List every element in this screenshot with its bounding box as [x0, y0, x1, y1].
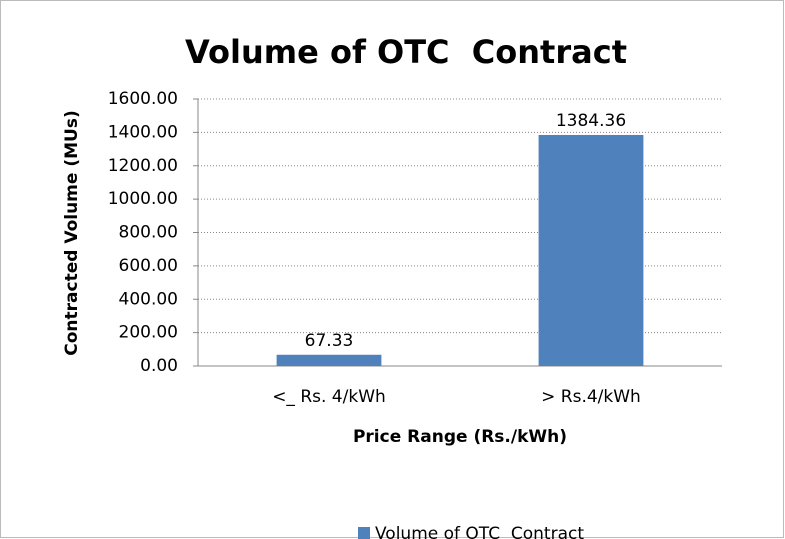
bar — [538, 134, 644, 366]
legend-label: Volume of OTC Contract — [375, 524, 584, 539]
y-tick-label: 1000.00 — [108, 189, 178, 209]
y-tick-label: 1400.00 — [108, 122, 178, 142]
y-tick-label: 0.00 — [140, 356, 178, 376]
y-tick-label: 1600.00 — [108, 89, 178, 109]
legend-swatch — [358, 527, 370, 539]
data-label: 67.33 — [305, 331, 354, 351]
x-axis-title: Price Range (Rs./kWh) — [353, 427, 567, 447]
y-axis-title: Contracted Volume (MUs) — [62, 110, 82, 355]
chart-title: Volume of OTC Contract — [185, 33, 627, 71]
y-tick-label: 600.00 — [119, 256, 178, 276]
bar — [276, 354, 382, 366]
y-tick-label: 800.00 — [119, 223, 178, 243]
x-tick-label: <_ Rs. 4/kWh — [272, 387, 386, 407]
y-tick-label: 1200.00 — [108, 156, 178, 176]
y-tick-label: 200.00 — [119, 323, 178, 343]
x-tick-label: > Rs.4/kWh — [541, 387, 641, 407]
y-tick-label: 400.00 — [119, 289, 178, 309]
data-label: 1384.36 — [556, 111, 626, 131]
